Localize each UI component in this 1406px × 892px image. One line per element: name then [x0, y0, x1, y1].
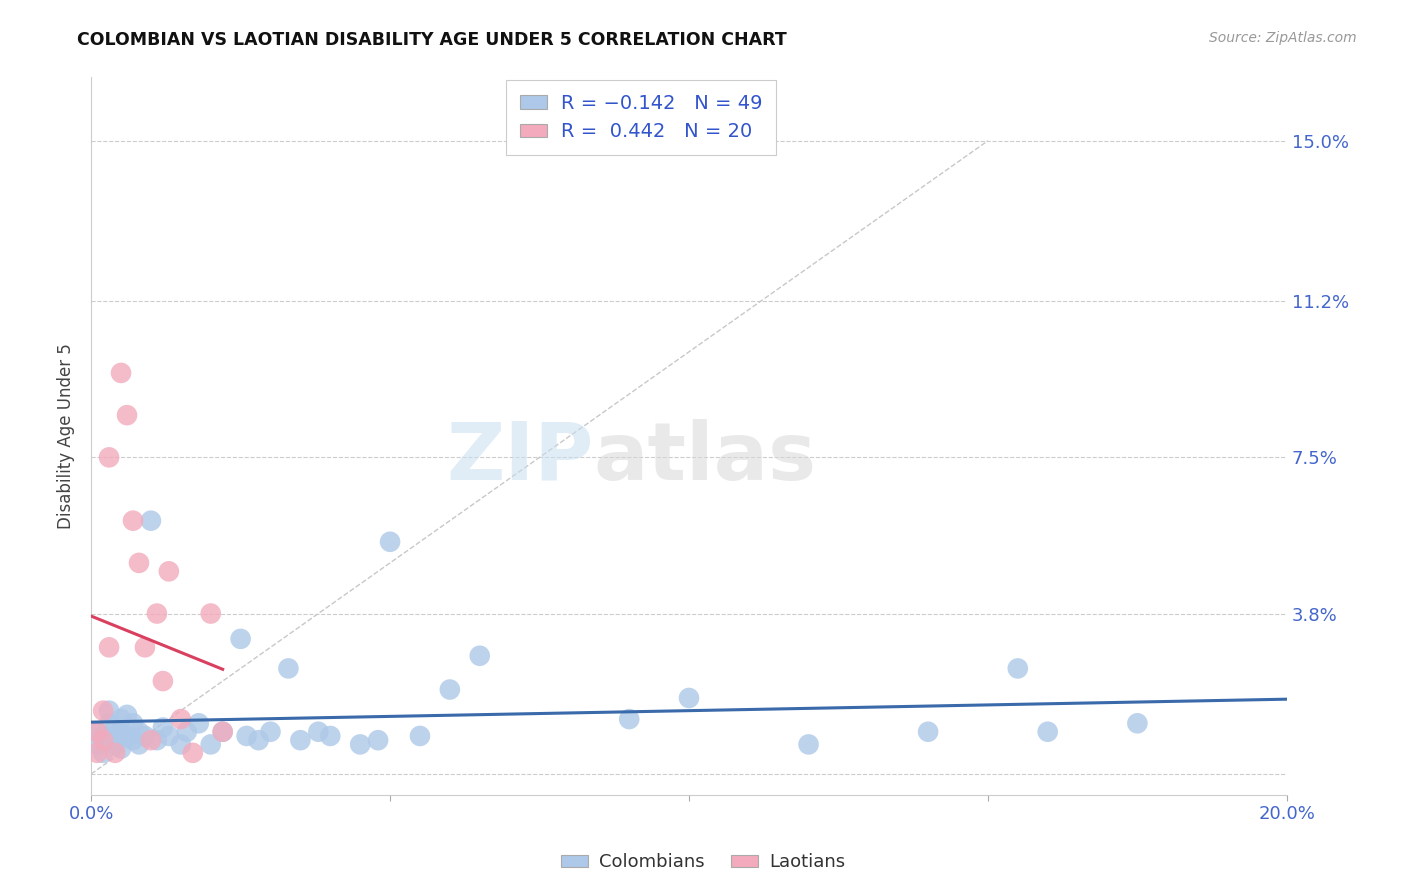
Text: atlas: atlas [593, 418, 817, 497]
Point [91, 729, 114, 743]
Point [146, 733, 169, 747]
Point [152, 674, 174, 689]
Point [122, 733, 145, 747]
Point [797, 738, 820, 752]
Point [98, 640, 121, 655]
Point [91, 704, 114, 718]
Point [917, 724, 939, 739]
Point [110, 712, 132, 726]
Point [176, 724, 198, 739]
Point [349, 738, 371, 752]
Point [86, 738, 108, 752]
Point [290, 733, 312, 747]
Point [409, 729, 432, 743]
Point [211, 724, 233, 739]
Point [678, 690, 700, 705]
Point [157, 729, 180, 743]
Point [367, 733, 389, 747]
Point [307, 724, 329, 739]
Point [439, 682, 461, 697]
Point [378, 534, 401, 549]
Point [619, 712, 641, 726]
Point [1126, 716, 1149, 731]
Point [98, 716, 121, 731]
Legend: Colombians, Laotians: Colombians, Laotians [554, 847, 852, 879]
Point [98, 733, 121, 747]
Point [170, 712, 193, 726]
Point [128, 556, 150, 570]
Point [115, 408, 138, 422]
Text: COLOMBIAN VS LAOTIAN DISABILITY AGE UNDER 5 CORRELATION CHART: COLOMBIAN VS LAOTIAN DISABILITY AGE UNDE… [77, 31, 787, 49]
Point [134, 640, 156, 655]
Point [104, 746, 127, 760]
Point [122, 716, 145, 731]
Point [468, 648, 491, 663]
Point [200, 738, 222, 752]
Point [187, 716, 209, 731]
Point [211, 724, 233, 739]
Y-axis label: Disability Age Under 5: Disability Age Under 5 [58, 343, 75, 529]
Point [110, 366, 132, 380]
Point [235, 729, 257, 743]
Point [110, 724, 132, 739]
Point [146, 607, 169, 621]
Point [104, 721, 127, 735]
Text: Source: ZipAtlas.com: Source: ZipAtlas.com [1209, 31, 1357, 45]
Point [98, 704, 121, 718]
Point [319, 729, 342, 743]
Point [86, 724, 108, 739]
Point [229, 632, 252, 646]
Point [128, 724, 150, 739]
Point [139, 733, 162, 747]
Point [134, 729, 156, 743]
Point [86, 746, 108, 760]
Point [115, 707, 138, 722]
Point [139, 514, 162, 528]
Point [247, 733, 270, 747]
Point [181, 746, 204, 760]
Point [152, 721, 174, 735]
Point [277, 661, 299, 675]
Point [86, 724, 108, 739]
Point [259, 724, 281, 739]
Legend: R = −0.142   N = 49, R =  0.442   N = 20: R = −0.142 N = 49, R = 0.442 N = 20 [506, 80, 776, 155]
Point [104, 738, 127, 752]
Point [98, 450, 121, 465]
Point [1036, 724, 1059, 739]
Point [170, 738, 193, 752]
Point [122, 514, 145, 528]
Text: ZIP: ZIP [446, 418, 593, 497]
Point [157, 565, 180, 579]
Point [115, 729, 138, 743]
Point [1007, 661, 1029, 675]
Point [91, 733, 114, 747]
Point [91, 746, 114, 760]
Point [110, 741, 132, 756]
Point [128, 738, 150, 752]
Point [200, 607, 222, 621]
